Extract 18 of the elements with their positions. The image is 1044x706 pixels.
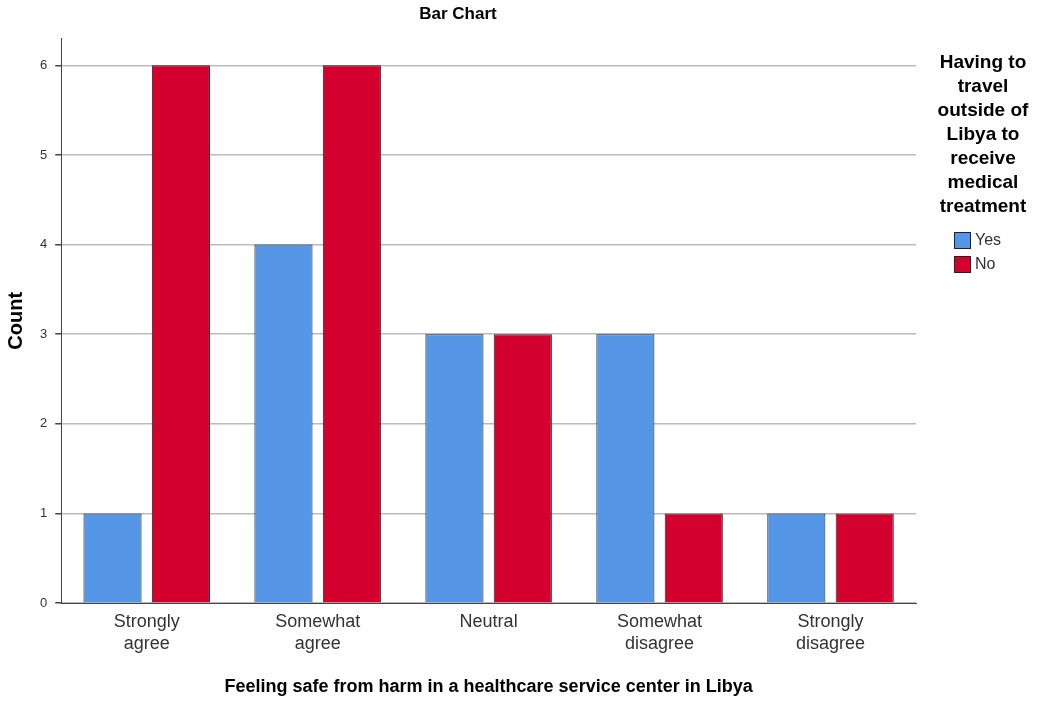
y-axis-title: Count <box>3 291 26 350</box>
x-tick-label: Somewhat disagree <box>617 610 703 653</box>
legend-title: Having to travel outside of Libya to receive medical treatment <box>936 50 1030 218</box>
x-tick-label: Somewhat agree <box>275 610 361 653</box>
chart-title: Bar Chart <box>419 3 498 23</box>
legend-label: Yes <box>975 231 1002 249</box>
y-tick-label: 1 <box>40 505 48 521</box>
x-axis-title: Feeling safe from harm in a healthcare service center in Libya <box>224 676 754 697</box>
y-tick-label: 2 <box>40 415 48 431</box>
legend-label: No <box>975 255 996 273</box>
y-tick-label: 6 <box>40 56 48 72</box>
y-tick-label: 0 <box>40 594 48 610</box>
y-tick-label: 5 <box>40 146 48 162</box>
y-tick-label: 3 <box>40 325 48 341</box>
x-tick-label: Neutral <box>459 610 518 631</box>
x-tick-label: Strongly disagree <box>796 610 866 653</box>
y-tick-label: 4 <box>40 236 48 252</box>
x-tick-label: Strongly agree <box>113 610 180 653</box>
